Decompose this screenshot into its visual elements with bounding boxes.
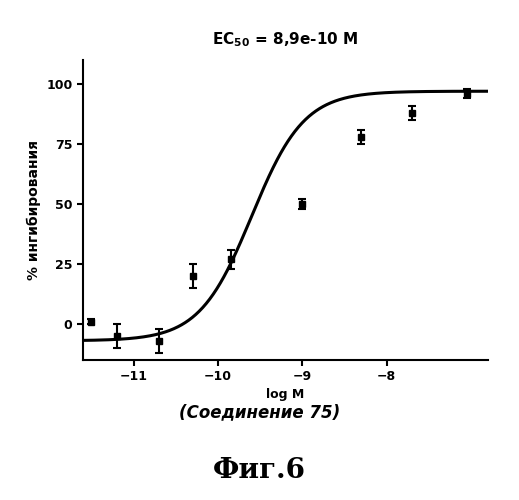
- Text: Фиг.6: Фиг.6: [213, 456, 306, 483]
- Text: EC$_{\mathbf{50}}$ = 8,9e-10 M: EC$_{\mathbf{50}}$ = 8,9e-10 M: [212, 30, 359, 50]
- Text: (Соединение 75): (Соединение 75): [179, 404, 340, 421]
- X-axis label: log M: log M: [266, 388, 305, 400]
- Y-axis label: % ингибирования: % ингибирования: [26, 140, 41, 280]
